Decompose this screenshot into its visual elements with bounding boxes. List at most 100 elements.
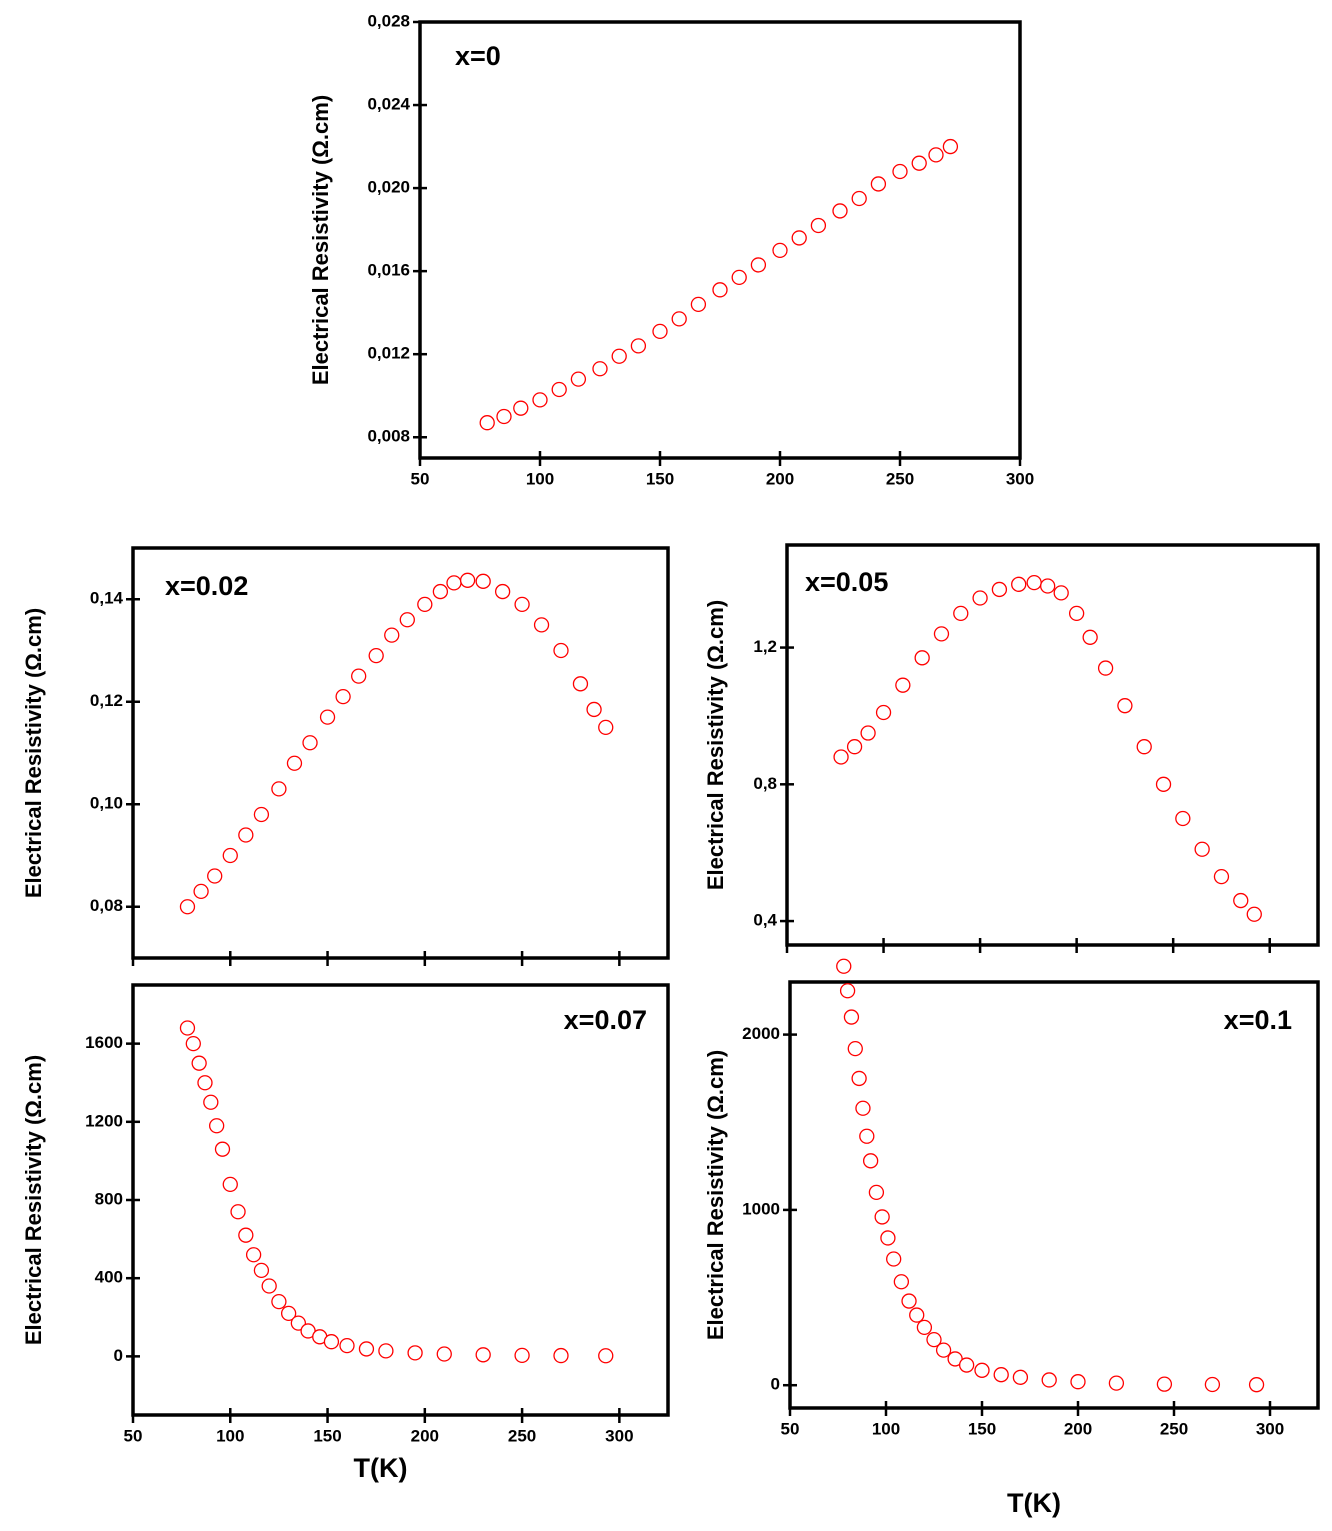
data-point — [245, 1247, 262, 1263]
data-point — [496, 408, 512, 425]
x-tick-label: 50 — [411, 469, 430, 488]
data-point — [1156, 1376, 1173, 1392]
data-point — [207, 868, 223, 884]
x-tick-label: 200 — [766, 469, 794, 488]
data-point — [214, 1141, 231, 1157]
data-point — [351, 668, 367, 684]
data-point — [339, 1337, 355, 1354]
plot-frame — [131, 546, 670, 960]
y-tick-label: 1600 — [85, 1033, 123, 1052]
data-point — [598, 719, 614, 736]
data-point — [1204, 1376, 1221, 1393]
data-point — [926, 1331, 942, 1348]
data-point — [611, 348, 627, 364]
data-point — [185, 1035, 201, 1052]
data-point — [570, 371, 587, 387]
data-point — [514, 1347, 530, 1364]
x-axis-label: T(K) — [1007, 1488, 1061, 1518]
data-point — [1248, 1377, 1265, 1393]
annotation: x=0.02 — [165, 571, 248, 601]
annotation: x=0.1 — [1224, 1005, 1292, 1035]
y-tick-label: 0,8 — [753, 774, 777, 793]
data-point — [870, 176, 887, 192]
data-point — [586, 701, 602, 718]
data-point — [1012, 1369, 1029, 1385]
y-tick-label: 0,12 — [90, 691, 123, 710]
data-point — [671, 311, 687, 327]
data-point — [974, 1362, 990, 1378]
plot-frame — [131, 983, 670, 1417]
x-tick-label: 100 — [526, 469, 554, 488]
data-point — [475, 573, 491, 589]
data-point — [886, 1251, 902, 1267]
data-point — [230, 1204, 246, 1220]
y-tick-label: 2000 — [742, 1024, 780, 1043]
data-point — [1082, 629, 1098, 645]
y-tick-label: 0,008 — [367, 427, 410, 446]
annotation: x=0.05 — [805, 567, 888, 597]
data-point — [384, 627, 400, 643]
data-point — [572, 676, 589, 692]
data-point — [859, 1128, 875, 1144]
data-point — [553, 1347, 569, 1364]
data-point — [238, 827, 254, 843]
x-tick-label: 300 — [1006, 469, 1034, 488]
data-point — [860, 725, 876, 741]
data-point — [1136, 739, 1152, 755]
data-point — [222, 847, 238, 864]
annotation: x=0 — [455, 41, 501, 71]
subplot: 0 1000 2000 50 100 150 200 250 300 x=0.1 Electrica… — [703, 958, 1320, 1518]
data-point — [513, 400, 529, 416]
data-point — [532, 392, 548, 408]
y-tick-label: 0,10 — [90, 794, 123, 813]
data-point — [874, 1209, 890, 1225]
data-point — [851, 190, 867, 207]
data-point — [1011, 576, 1027, 592]
data-point — [553, 642, 569, 659]
data-point — [991, 581, 1008, 598]
x-tick-label: 300 — [605, 1426, 633, 1445]
data-point — [958, 1357, 975, 1373]
x-tick-label: 150 — [313, 1426, 341, 1445]
data-point — [222, 1176, 238, 1193]
y-tick-label: 400 — [95, 1268, 123, 1287]
data-point — [323, 1334, 340, 1350]
data-point — [862, 1153, 879, 1169]
data-point — [810, 217, 827, 234]
x-tick-label: 150 — [968, 1419, 996, 1438]
data-point — [179, 1020, 196, 1036]
x-tick-label: 300 — [1256, 1419, 1284, 1438]
data-point — [253, 1262, 270, 1279]
data-point — [193, 883, 209, 900]
x-tick-label: 200 — [1064, 1419, 1092, 1438]
data-point — [335, 688, 351, 705]
data-point — [1155, 776, 1172, 792]
x-tick-label: 250 — [1160, 1419, 1188, 1438]
subplot: 0,4 0,8 1,2 x=0.05 Electrical Resistivity (Ω… — [703, 543, 1320, 953]
y-tick-label: 800 — [95, 1189, 123, 1208]
y-tick-label: 0,024 — [367, 95, 410, 114]
data-point — [843, 1009, 860, 1025]
data-point — [238, 1227, 254, 1243]
data-point — [551, 381, 567, 398]
x-tick-label: 100 — [872, 1419, 900, 1438]
data-point — [514, 596, 530, 613]
data-point — [368, 647, 384, 664]
data-point — [942, 138, 959, 155]
data-point — [598, 1348, 614, 1364]
data-point — [712, 282, 728, 298]
data-point — [1246, 906, 1262, 922]
data-point — [791, 230, 807, 246]
x-tick-label: 250 — [886, 469, 914, 488]
data-point — [893, 1274, 910, 1290]
data-point — [378, 1343, 394, 1359]
data-point — [479, 415, 495, 431]
data-point — [302, 735, 318, 751]
data-point — [1070, 1374, 1086, 1390]
subplot: 0,008 0,012 0,016 0,020 0,024 0,028 50 100 150 20… — [308, 11, 1034, 488]
y-axis-label: Electrical Resistivity (Ω.cm) — [703, 600, 728, 890]
y-tick-label: 0,012 — [367, 344, 410, 363]
data-point — [935, 1342, 952, 1358]
data-point — [909, 1307, 925, 1323]
